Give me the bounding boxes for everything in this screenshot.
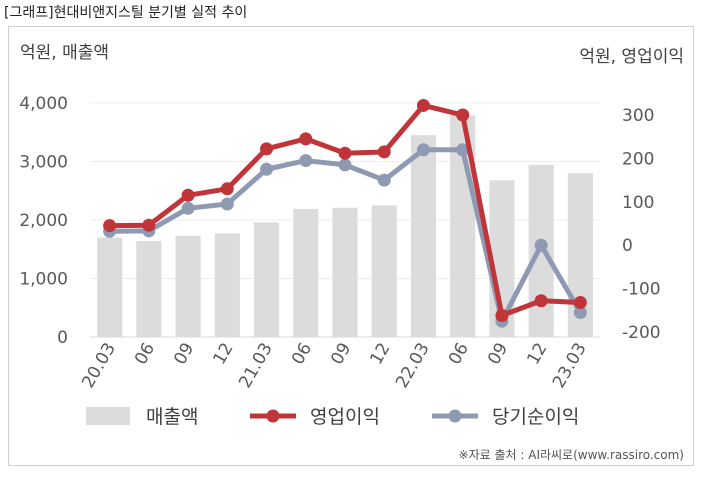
operating-profit-point — [338, 146, 352, 160]
operating-profit-point — [220, 182, 234, 196]
operating-profit-point — [260, 142, 274, 156]
x-tick-label: 12 — [523, 340, 551, 369]
revenue-bar — [97, 237, 123, 337]
x-tick-label: 12 — [366, 340, 394, 369]
revenue-bar — [214, 233, 240, 337]
net-profit-point — [377, 173, 391, 187]
x-tick-label: 06 — [131, 340, 159, 369]
x-tick-label: 06 — [288, 340, 316, 369]
x-tick-label: 09 — [327, 340, 355, 369]
operating-profit-point — [181, 188, 195, 202]
net-profit-point — [534, 238, 548, 252]
revenue-bars — [97, 115, 593, 337]
left-tick-label: 0 — [57, 328, 68, 348]
revenue-bar — [253, 222, 280, 337]
net-profit-point — [299, 154, 313, 168]
operating-profit-point — [534, 294, 548, 308]
net-profit-point — [338, 158, 352, 172]
left-axis-ticks: 0 1,000 2,000 3,000 4,000 — [19, 94, 68, 348]
x-tick-label: 12 — [209, 340, 237, 369]
x-tick-label: 23.03 — [549, 340, 591, 392]
legend-marker-net-profit — [448, 409, 462, 423]
operating-profit-point — [299, 132, 313, 146]
right-tick-label: 200 — [622, 149, 654, 169]
right-tick-label: 100 — [622, 193, 654, 213]
right-axis-ticks: -200 -100 0 100 200 300 — [622, 106, 661, 343]
revenue-bar — [410, 135, 437, 337]
revenue-bar — [136, 241, 162, 337]
revenue-bar — [332, 207, 358, 337]
legend-label-operating-profit: 영업이익 — [310, 406, 380, 428]
legend: 매출액 영업이익 당기순이익 — [86, 406, 579, 428]
operating-profit-point — [142, 218, 156, 232]
right-tick-label: 300 — [622, 106, 654, 126]
left-tick-label: 2,000 — [19, 211, 68, 231]
left-tick-label: 4,000 — [19, 94, 68, 114]
chart-caption: [그래프]현대비앤지스틸 분기별 실적 추이 — [4, 5, 248, 21]
operating-profit-point — [495, 309, 509, 323]
x-tick-label: 22.03 — [392, 340, 434, 392]
left-axis-unit-label: 억원, 매출액 — [20, 43, 110, 63]
net-profit-point — [220, 197, 234, 211]
net-profit-point — [456, 143, 470, 157]
right-tick-label: 0 — [622, 236, 633, 256]
x-tick-label: 21.03 — [235, 340, 277, 392]
x-tick-label: 09 — [170, 340, 198, 369]
net-profit-point — [181, 201, 195, 215]
operating-profit-point — [416, 98, 430, 112]
operating-profit-point — [103, 219, 117, 233]
x-tick-label: 20.03 — [78, 340, 120, 392]
legend-label-net-profit: 당기순이익 — [492, 406, 579, 428]
right-tick-label: -100 — [622, 280, 661, 300]
x-tick-label: 09 — [484, 340, 512, 369]
revenue-bar — [175, 235, 201, 337]
legend-label-revenue: 매출액 — [146, 406, 198, 428]
x-tick-label: 06 — [445, 340, 473, 369]
net-profit-point — [416, 143, 430, 157]
legend-marker-operating-profit — [266, 409, 280, 423]
operating-profit-point — [377, 145, 391, 159]
legend-swatch-revenue — [86, 407, 130, 425]
operating-profit-point — [456, 108, 470, 122]
right-tick-label: -200 — [622, 323, 661, 343]
net-profit-point — [260, 162, 274, 176]
right-axis-unit-label: 억원, 영업이익 — [579, 47, 684, 67]
revenue-bar — [293, 208, 319, 337]
net-profit-point — [573, 305, 587, 319]
left-tick-label: 1,000 — [19, 270, 68, 290]
operating-profit-point — [573, 295, 587, 309]
source-note: ※자료 출처 : AI라씨로(www.rassiro.com) — [458, 448, 684, 462]
left-tick-label: 3,000 — [19, 153, 68, 173]
profit-lines — [103, 98, 587, 328]
revenue-bar — [371, 205, 397, 337]
